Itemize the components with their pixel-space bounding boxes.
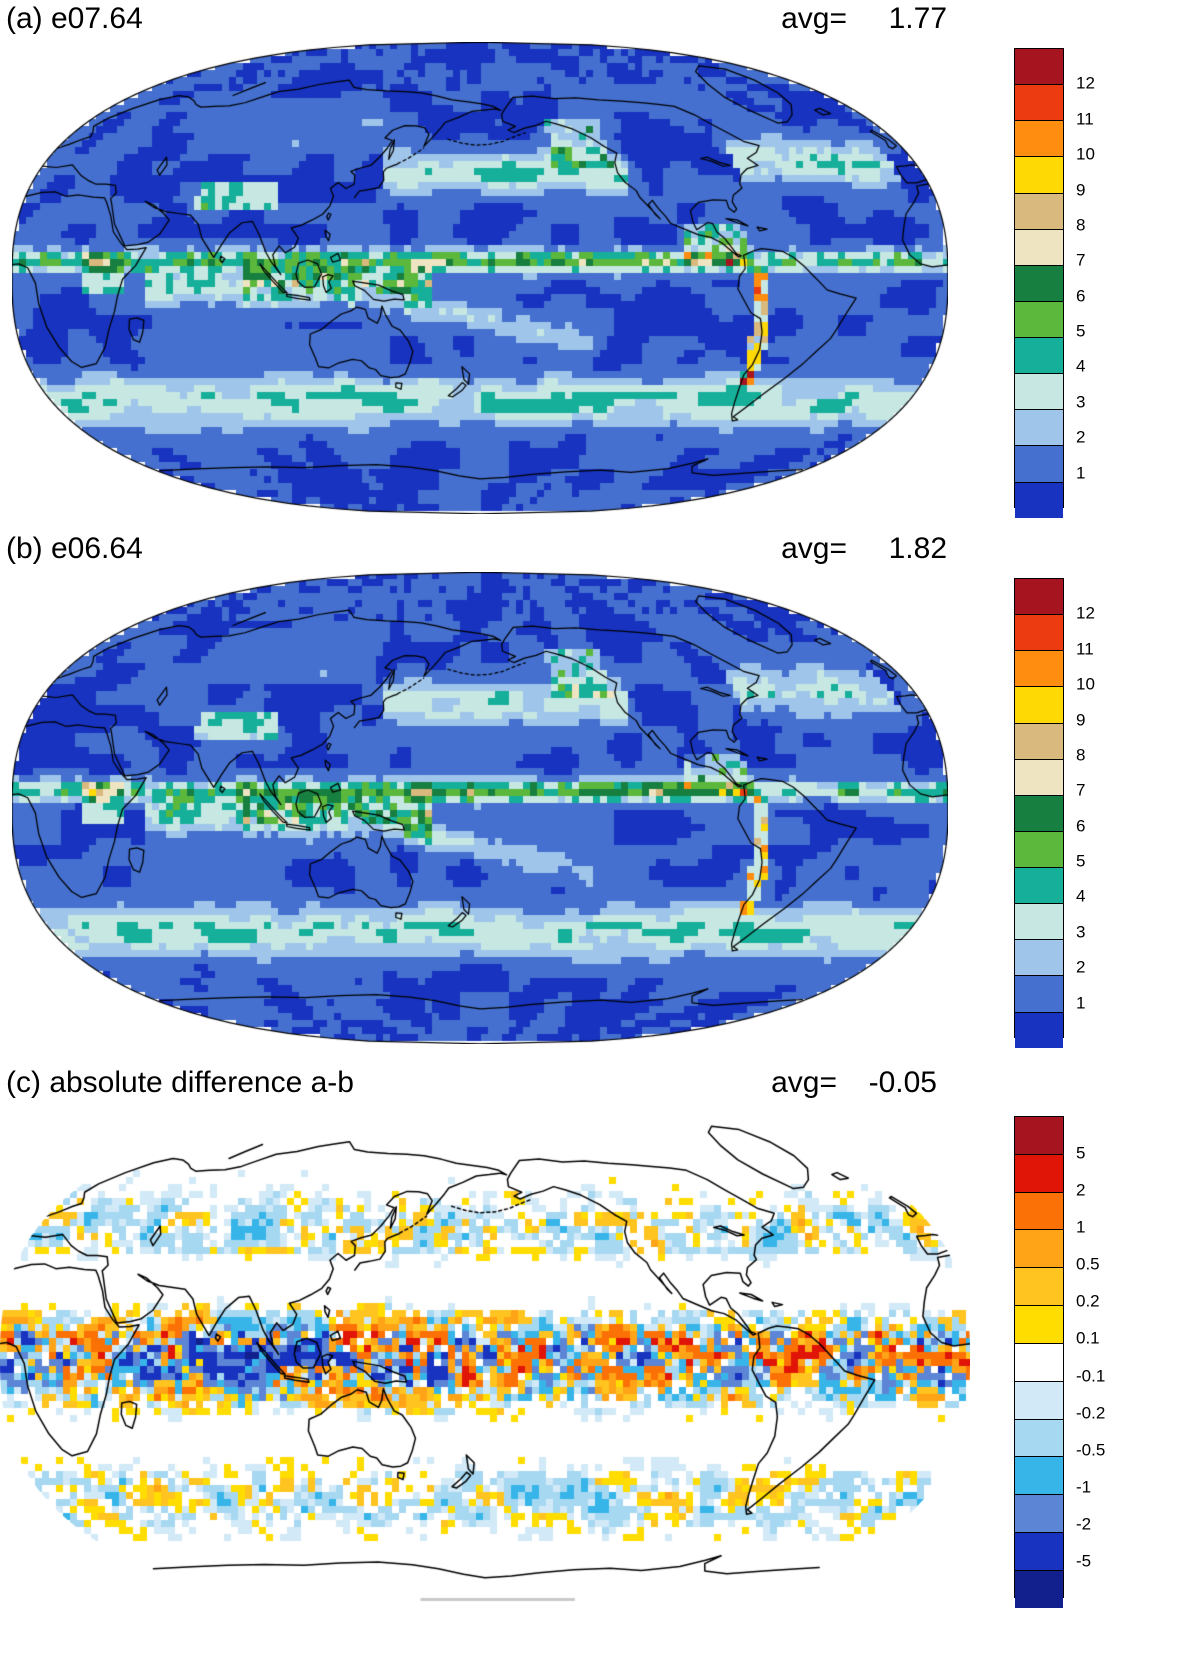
colorbar-tick-label: 2 [1076,427,1086,447]
colorbar-cell [1015,940,1063,977]
colorbar-cell [1015,193,1063,230]
panel-c-title: (c) absolute difference a-b [6,1066,354,1099]
colorbar-cells [1014,1116,1064,1608]
panel-a-avg: avg= 1.77 [781,2,947,36]
colorbar-cell [1015,976,1063,1013]
colorbar-tick-label: 3 [1076,392,1086,412]
colorbar-tick-label: 4 [1076,356,1086,376]
map-b-canvas [12,572,948,1044]
colorbar-cells [1014,48,1064,518]
colorbar-tick-label: 1 [1076,1217,1086,1237]
colorbar-cell [1015,723,1063,760]
colorbar-tick-label: 6 [1076,816,1086,836]
colorbar-cell [1015,1419,1063,1458]
colorbar-cell [1015,1268,1063,1307]
colorbar-tick-label: 4 [1076,886,1086,906]
colorbar-cell [1015,687,1063,724]
colorbar-cell [1015,157,1063,194]
colorbar-tick-label: -0.5 [1076,1440,1106,1460]
colorbar-tick-label: 12 [1076,603,1095,623]
colorbar-tick-label: 9 [1076,710,1086,730]
colorbar-tick-label: 12 [1076,73,1095,93]
colorbar-tick-label: 11 [1076,109,1094,129]
colorbar-tick-label: 11 [1076,639,1094,659]
colorbar-tick-label: 7 [1076,780,1086,800]
colorbar-tick-label: 5 [1076,1143,1086,1163]
panel-a-avg-value: 1.77 [888,2,947,35]
colorbar-tick-label: 5 [1076,321,1086,341]
colorbar-tick-label: 1 [1076,993,1086,1013]
colorbar-cell [1015,831,1063,868]
colorbar-cell [1015,1192,1063,1231]
colorbar-cell [1015,49,1063,86]
colorbar-cell [1015,338,1063,375]
colorbar-cell [1015,795,1063,832]
colorbar-cell [1015,1495,1063,1534]
colorbar-cell [1015,410,1063,447]
colorbar-cell [1015,615,1063,652]
colorbar-cells [1014,578,1064,1048]
colorbar-tick-label: 6 [1076,286,1086,306]
colorbar-a: 12 11 10 9 8 7 6 5 4 3 2 1 [1014,48,1164,518]
colorbar-cell [1015,1230,1063,1269]
panel-c-avg-label: avg= [771,1066,837,1099]
colorbar-cell [1015,121,1063,158]
colorbar-tick-label: 3 [1076,922,1086,942]
panel-c-avg-value: -0.05 [868,1066,937,1099]
colorbar-cell [1015,1533,1063,1571]
colorbar-tick-label: -5 [1076,1551,1092,1571]
colorbar-tick-label: 10 [1076,144,1095,164]
colorbar-cell [1015,904,1063,941]
colorbar-cell [1015,579,1063,616]
colorbar-cell [1015,868,1063,905]
panel-a-title: (a) e07.64 [6,2,143,35]
colorbar-tick-label: -0.1 [1076,1366,1106,1386]
colorbar-cell [1015,1381,1063,1420]
colorbar-cell [1015,1117,1063,1155]
colorbar-tick-label: 10 [1076,674,1095,694]
colorbar-tick-label: 2 [1076,1180,1086,1200]
colorbar-cell [1015,446,1063,483]
map-c-canvas [0,1100,970,1616]
panel-b-avg: avg= 1.82 [781,532,947,566]
colorbar-b: 12 11 10 9 8 7 6 5 4 3 2 1 [1014,578,1164,1048]
panel-a-avg-label: avg= [781,2,847,35]
colorbar-tick-label: 0.2 [1076,1291,1100,1311]
colorbar-c: 5 2 1 0.5 0.2 0.1 -0.1 -0.2 -0.5 -1 -2 -5 [1014,1116,1164,1608]
colorbar-tick-label: 8 [1076,745,1086,765]
colorbar-cell [1015,1306,1063,1344]
colorbar-cell [1015,85,1063,122]
colorbar-tick-label: 7 [1076,250,1086,270]
colorbar-cell [1015,651,1063,688]
colorbar-cell [1015,1012,1063,1048]
colorbar-cell [1015,229,1063,266]
colorbar-cell [1015,482,1063,518]
colorbar-tick-label: -1 [1076,1477,1092,1497]
panel-c-avg: avg= -0.05 [771,1066,937,1100]
colorbar-cell [1015,374,1063,411]
colorbar-cell [1015,1570,1063,1608]
colorbar-tick-label: 0.5 [1076,1254,1100,1274]
panel-b-avg-label: avg= [781,532,847,565]
colorbar-tick-label: 5 [1076,851,1086,871]
panel-b-avg-value: 1.82 [888,532,947,565]
colorbar-tick-label: 1 [1076,463,1086,483]
colorbar-cell [1015,1154,1063,1193]
colorbar-tick-label: -2 [1076,1514,1092,1534]
colorbar-tick-label: 8 [1076,215,1086,235]
colorbar-cell [1015,265,1063,302]
colorbar-cell [1015,1457,1063,1496]
colorbar-cell [1015,1343,1063,1382]
colorbar-tick-label: 0.1 [1076,1328,1100,1348]
colorbar-tick-label: 2 [1076,957,1086,977]
panel-b-title: (b) e06.64 [6,532,143,565]
colorbar-cell [1015,301,1063,338]
colorbar-cell [1015,759,1063,796]
colorbar-tick-label: 9 [1076,180,1086,200]
map-a-canvas [12,42,948,514]
colorbar-tick-label: -0.2 [1076,1403,1106,1423]
